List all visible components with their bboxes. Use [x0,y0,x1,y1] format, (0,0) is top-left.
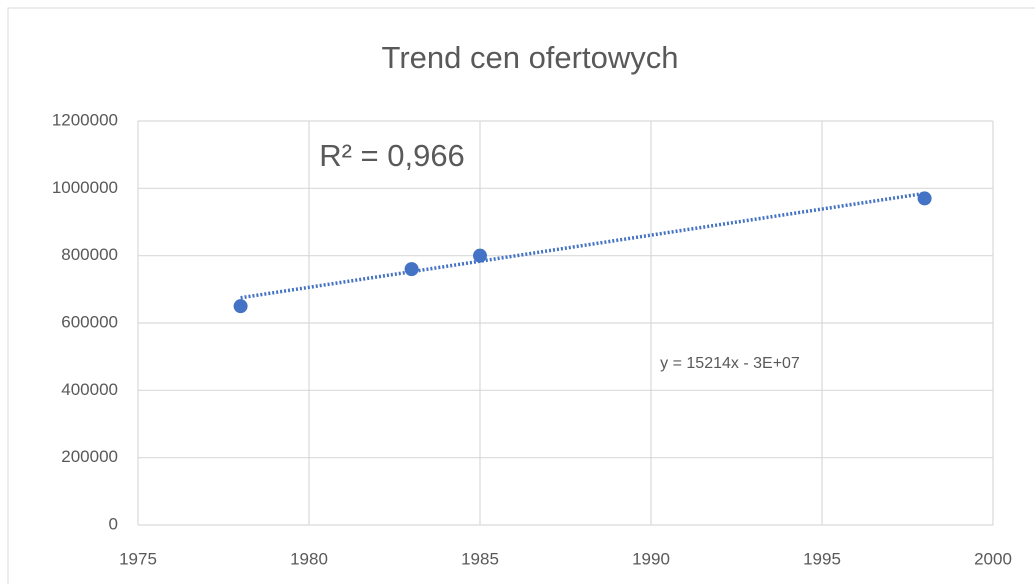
y-tick-label: 200000 [61,447,118,466]
point [404,262,419,277]
y-tick-label: 800000 [61,245,118,264]
chart-title: Trend cen ofertowych [382,40,679,75]
y-tick-label: 1000000 [52,178,118,197]
x-tick-label: 1975 [119,549,157,568]
point [917,191,932,206]
x-tick-label: 1985 [461,549,499,568]
r-squared: R² = 0,966 [319,138,465,173]
x-tick-label: 1990 [632,549,670,568]
equation: y = 15214x - 3E+07 [660,355,800,372]
point [233,299,248,314]
y-tick-label: 400000 [61,380,118,399]
y-tick-label: 600000 [61,312,118,331]
x-tick-label: 1980 [290,549,328,568]
y-tick-label: 1200000 [52,110,118,129]
x-tick-label: 1995 [803,549,841,568]
x-tick-label: 2000 [974,549,1012,568]
trendline [240,191,925,300]
point [473,248,487,263]
chart-border [7,7,1035,584]
y-tick-label: 0 [109,514,118,533]
